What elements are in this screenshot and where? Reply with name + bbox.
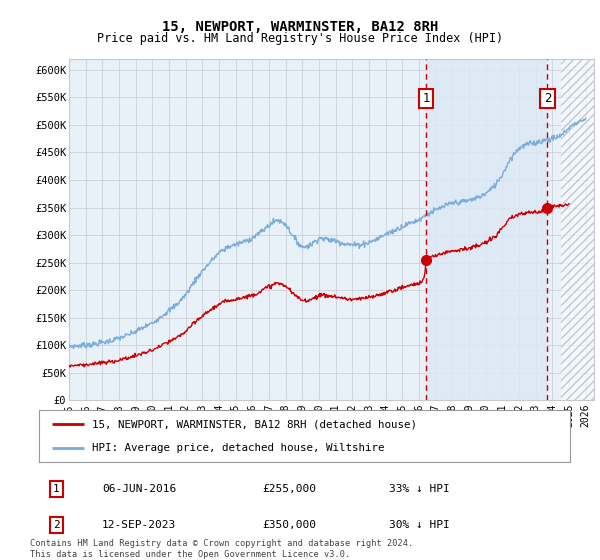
- Text: 12-SEP-2023: 12-SEP-2023: [102, 520, 176, 530]
- Text: Price paid vs. HM Land Registry's House Price Index (HPI): Price paid vs. HM Land Registry's House …: [97, 32, 503, 45]
- Text: 33% ↓ HPI: 33% ↓ HPI: [389, 484, 449, 494]
- Text: £350,000: £350,000: [262, 520, 316, 530]
- Text: 30% ↓ HPI: 30% ↓ HPI: [389, 520, 449, 530]
- Text: 1: 1: [422, 92, 430, 105]
- Text: 15, NEWPORT, WARMINSTER, BA12 8RH (detached house): 15, NEWPORT, WARMINSTER, BA12 8RH (detac…: [92, 419, 417, 430]
- Text: 2: 2: [544, 92, 551, 105]
- Bar: [560, 59, 594, 400]
- Text: 2: 2: [53, 520, 60, 530]
- Text: 15, NEWPORT, WARMINSTER, BA12 8RH: 15, NEWPORT, WARMINSTER, BA12 8RH: [162, 20, 438, 34]
- Text: HPI: Average price, detached house, Wiltshire: HPI: Average price, detached house, Wilt…: [92, 443, 385, 453]
- Text: Contains HM Land Registry data © Crown copyright and database right 2024.
This d: Contains HM Land Registry data © Crown c…: [30, 539, 413, 559]
- Text: 1: 1: [53, 484, 60, 494]
- Text: £255,000: £255,000: [262, 484, 316, 494]
- Bar: [427, 59, 547, 400]
- Text: 06-JUN-2016: 06-JUN-2016: [102, 484, 176, 494]
